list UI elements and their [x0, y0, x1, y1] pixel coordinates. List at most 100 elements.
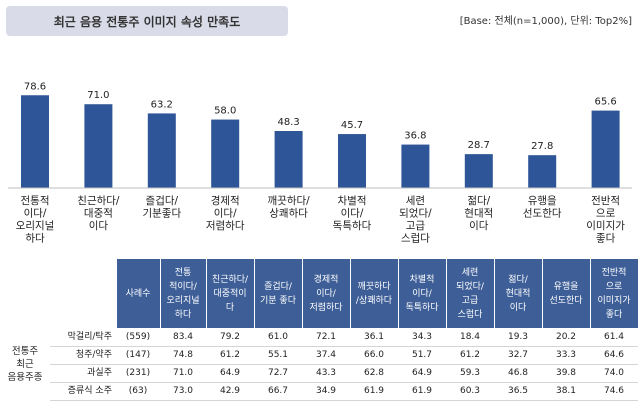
table-cell: 33.3 — [542, 346, 590, 365]
table-cell: 42.9 — [206, 382, 254, 401]
row-label: 증류식 소주 — [50, 382, 116, 401]
bar — [401, 144, 430, 188]
bar — [591, 110, 620, 188]
header-blank — [0, 258, 50, 329]
header-col: 즐겁다/ 기분 좋다 — [253, 258, 303, 329]
header-col: 젊다/ 현대적 이다 — [493, 258, 543, 329]
table-cell: 61.9 — [398, 382, 446, 401]
table-cell: 61.2 — [206, 346, 254, 365]
table-cell: 32.7 — [494, 346, 542, 365]
category-label: 전반적 으로 이미지가 좋다 — [586, 195, 625, 245]
header-col: 경제적 이다/ 저렴하다 — [301, 258, 351, 329]
table-cell: 20.2 — [542, 328, 590, 347]
bar-value-label: 78.6 — [24, 81, 46, 92]
header-sample-size: 사례수 — [115, 258, 161, 329]
header-col: 친근하다/ 대중적이 다 — [205, 258, 255, 329]
table-cell: 19.3 — [494, 328, 542, 347]
category-label: 즐겁다/기분좋다 — [142, 195, 181, 220]
table-cell: 61.2 — [446, 346, 494, 365]
table-cell: 61.4 — [590, 328, 638, 347]
table-cell: 62.8 — [350, 364, 398, 383]
table-cell: 36.1 — [350, 328, 398, 347]
bar-value-label: 58.0 — [214, 106, 236, 117]
header-col: 유행을 선도한다 — [541, 258, 591, 329]
row-label: 청주/약주 — [50, 346, 116, 365]
category-label: 젊다/현대적 이다 — [464, 195, 493, 232]
table-cell: 71.0 — [160, 364, 206, 383]
category-label: 세련 되었다/고급 스럽다 — [399, 195, 432, 245]
category-label: 차별적 이다/독특하다 — [333, 195, 372, 232]
table-row: 과실주 (231) 71.0 64.9 72.7 43.3 62.8 64.9 59.3 46.8… — [0, 364, 638, 383]
sample-size-cell: (147) — [116, 346, 160, 365]
table-cell: 51.7 — [398, 346, 446, 365]
bar-value-label: 45.7 — [341, 120, 363, 131]
table-cell: 36.5 — [494, 382, 542, 401]
table-cell: 60.3 — [446, 382, 494, 401]
bar — [274, 131, 303, 188]
table-cell: 64.6 — [590, 346, 638, 365]
title-box: 최근 음용 전통주 이미지 속성 만족도 — [6, 6, 288, 36]
table-cell: 72.7 — [254, 364, 302, 383]
header-col: 세련 되었다/ 고급 스럽다 — [445, 258, 495, 329]
data-table: 사례수 전통 적이다/ 오리지널 하다 친근하다/ 대중적이 다 즐겁다/ 기분… — [0, 258, 639, 401]
row-label: 과실주 — [50, 364, 116, 383]
page-title: 최근 음용 전통주 이미지 속성 만족도 — [53, 15, 241, 29]
table-cell: 46.8 — [494, 364, 542, 383]
bar — [528, 155, 557, 188]
table-cell: 66.7 — [254, 382, 302, 401]
category-label: 전통적 이다/오리지널 하다 — [16, 195, 55, 245]
table-cell: 79.2 — [206, 328, 254, 347]
bar — [84, 104, 113, 188]
sample-size-cell: (231) — [116, 364, 160, 383]
header-col: 차별적 이다/ 독특하다 — [397, 258, 447, 329]
table-cell: 18.4 — [446, 328, 494, 347]
table-cell: 61.0 — [254, 328, 302, 347]
bar-value-label: 48.3 — [277, 117, 299, 128]
row-label: 막걸리/탁주 — [50, 328, 116, 347]
header-col: 전통 적이다/ 오리지널 하다 — [159, 258, 207, 329]
bar-value-label: 36.8 — [404, 131, 426, 142]
table-cell: 72.1 — [302, 328, 350, 347]
table-cell: 43.3 — [302, 364, 350, 383]
header-col: 깨끗하다 /상쾌하다 — [349, 258, 399, 329]
table-cell: 55.1 — [254, 346, 302, 365]
row-group-label: 전통주 최근 음용주종 — [7, 346, 43, 383]
bar — [211, 119, 240, 188]
table-cell: 34.9 — [302, 382, 350, 401]
table-cell: 64.9 — [206, 364, 254, 383]
bar-value-label: 28.7 — [468, 140, 490, 151]
bar — [21, 95, 49, 188]
bar — [147, 113, 176, 188]
bar-chart: 78.6 전통적 이다/오리지널 하다 71.0 친근하다/대중적 이다 63.2 즐겁다/기분… — [8, 81, 632, 245]
table-cell: 59.3 — [446, 364, 494, 383]
table-cell: 39.8 — [542, 364, 590, 383]
bar-value-label: 63.2 — [151, 99, 173, 110]
table-cell: 38.1 — [542, 382, 590, 401]
table-cell: 66.0 — [350, 346, 398, 365]
sample-size-cell: (559) — [116, 328, 160, 347]
category-label: 깨끗하다/상쾌하다 — [268, 194, 311, 220]
table-row: 청주/약주 (147) 74.8 61.2 55.1 37.4 66.0 51.7 61.2 32… — [0, 346, 638, 365]
table-cell: 74.6 — [590, 382, 638, 401]
table-cell: 34.3 — [398, 328, 446, 347]
table-cell: 74.8 — [160, 346, 206, 365]
table-row: 전통주 최근 음용주종 막걸리/탁주 (559) 83.4 79.2 61.0 72.1 36… — [0, 328, 638, 383]
category-label: 경제적 이다/저렴하다 — [206, 194, 245, 232]
table-cell: 61.9 — [350, 382, 398, 401]
header-blank — [50, 258, 116, 329]
base-note: [Base: 전체(n=1,000), 단위: Top2%] — [459, 16, 632, 27]
bar-value-label: 27.8 — [531, 141, 553, 152]
table-cell: 74.0 — [590, 364, 638, 383]
table-cell: 83.4 — [160, 328, 206, 347]
bar-value-label: 71.0 — [87, 90, 109, 101]
category-label: 유행을 선도한다 — [523, 195, 562, 220]
bar-value-label: 65.6 — [594, 97, 616, 108]
sample-size-cell: (63) — [116, 382, 160, 401]
table-cell: 64.9 — [398, 364, 446, 383]
bar — [338, 134, 366, 188]
table-row: 증류식 소주 (63) 73.0 42.9 66.7 34.9 61.9 61.9 60.3 36… — [0, 382, 638, 401]
table-header-row: 사례수 전통 적이다/ 오리지널 하다 친근하다/ 대중적이 다 즐겁다/ 기분… — [0, 258, 639, 329]
category-label: 친근하다/대중적 이다 — [77, 194, 120, 232]
header-col: 전반적 으로 이미지가 좋다 — [589, 258, 639, 329]
table-cell: 37.4 — [302, 346, 350, 365]
